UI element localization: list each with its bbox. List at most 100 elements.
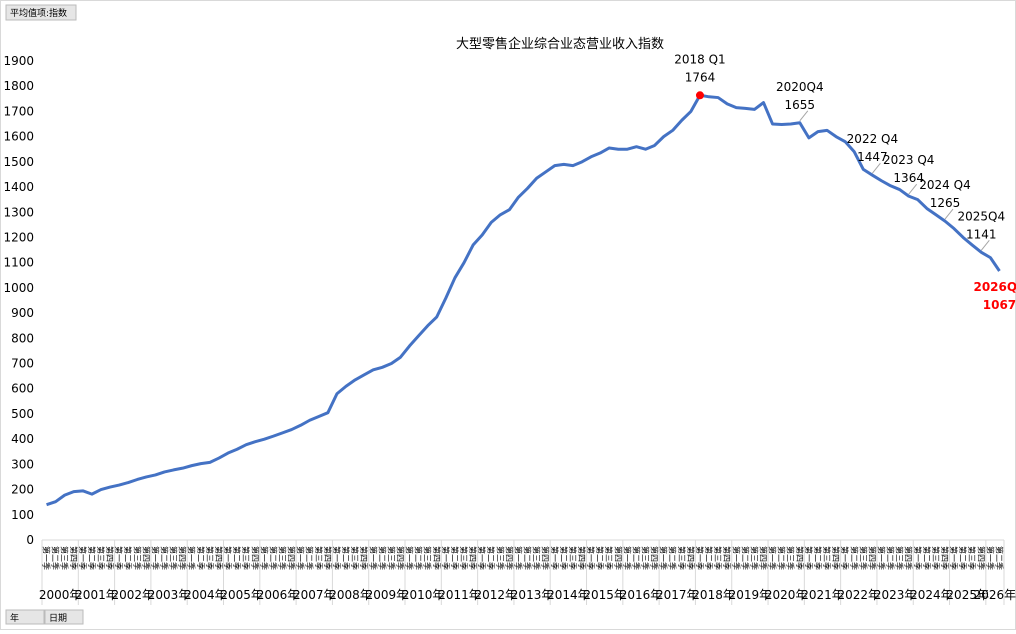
group-label: 2000年	[39, 588, 82, 602]
x-tick-label: 第四季	[940, 546, 950, 570]
annotation-value: 1655	[785, 98, 816, 112]
x-tick-label: 第三季	[205, 546, 215, 570]
x-tick-label: 第四季	[105, 546, 115, 570]
x-tick-label: 第二季	[631, 546, 641, 570]
x-tick-label: 第一季	[622, 546, 632, 570]
x-tick-label: 第四季	[287, 546, 297, 570]
x-tick-label: 第三季	[132, 546, 142, 570]
x-tick-label: 第四季	[504, 546, 514, 570]
filter-button[interactable]	[44, 609, 84, 625]
y-tick-label: 100	[11, 508, 34, 522]
group-label: 2004年	[184, 588, 227, 602]
x-tick-label: 第三季	[314, 546, 324, 570]
x-tick-label: 第四季	[613, 546, 623, 570]
x-tick-label: 第二季	[777, 546, 787, 570]
y-tick-label: 1300	[3, 205, 34, 219]
x-tick-label: 第二季	[486, 546, 496, 570]
x-tick-label: 第四季	[541, 546, 551, 570]
x-tick-label: 第一季	[259, 546, 269, 570]
x-tick-label: 第三季	[604, 546, 614, 570]
x-tick-label: 第二季	[160, 546, 170, 570]
x-tick-label: 第二季	[196, 546, 206, 570]
field-button-label: 平均值项:指数	[10, 7, 67, 19]
x-tick-label: 第一季	[695, 546, 705, 570]
x-tick-label: 第三季	[568, 546, 578, 570]
x-tick-label: 第二季	[341, 546, 351, 570]
x-tick-label: 第二季	[994, 546, 1004, 570]
group-label: 2010年	[402, 588, 445, 602]
x-tick-label: 第一季	[187, 546, 197, 570]
x-tick-label: 第一季	[985, 546, 995, 570]
x-tick-label: 第四季	[395, 546, 405, 570]
group-label: 2017年	[656, 588, 699, 602]
annotation-label: 2022 Q4	[847, 132, 898, 146]
y-tick-label: 400	[11, 432, 34, 446]
x-tick-label: 第三季	[495, 546, 505, 570]
group-label: 2012年	[475, 588, 518, 602]
x-tick-label: 第三季	[858, 546, 868, 570]
x-tick-label: 第四季	[722, 546, 732, 570]
group-label: 2022年	[838, 588, 881, 602]
group-label: 2003年	[148, 588, 191, 602]
x-tick-label: 第二季	[704, 546, 714, 570]
x-tick-label: 第一季	[840, 546, 850, 570]
group-label: 2011年	[438, 588, 481, 602]
filter-button-label: 日期	[49, 613, 67, 624]
y-tick-label: 700	[11, 357, 34, 371]
field-button[interactable]	[5, 4, 77, 21]
annotation-value: 1447	[857, 150, 888, 164]
x-tick-label: 第四季	[976, 546, 986, 570]
group-label: 2021年	[801, 588, 844, 602]
x-tick-label: 第一季	[913, 546, 923, 570]
x-tick-label: 第四季	[214, 546, 224, 570]
filter-button[interactable]	[5, 609, 45, 625]
x-tick-label: 第四季	[867, 546, 877, 570]
annotation-value: 1141	[966, 227, 997, 241]
data-line	[46, 93, 1001, 507]
x-tick-label: 第二季	[668, 546, 678, 570]
x-tick-label: 第二季	[849, 546, 859, 570]
filter-button-label: 年	[10, 612, 19, 624]
x-tick-label: 第四季	[359, 546, 369, 570]
x-tick-label: 第二季	[559, 546, 569, 570]
x-tick-label: 第三季	[967, 546, 977, 570]
x-tick-label: 第一季	[949, 546, 959, 570]
group-label: 2008年	[329, 588, 372, 602]
x-tick-label: 第四季	[178, 546, 188, 570]
group-label: 2006年	[257, 588, 300, 602]
group-label: 2025年	[946, 588, 989, 602]
x-tick-label: 第二季	[232, 546, 242, 570]
x-tick-label: 第二季	[813, 546, 823, 570]
y-tick-label: 1500	[3, 155, 34, 169]
x-tick-label: 第一季	[550, 546, 560, 570]
leader-line	[980, 240, 990, 251]
y-tick-label: 1900	[3, 54, 34, 68]
x-tick-label: 第二季	[523, 546, 533, 570]
x-tick-label: 第三季	[350, 546, 360, 570]
y-tick-label: 1600	[3, 130, 34, 144]
y-tick-label: 1200	[3, 230, 34, 244]
group-label: 2007年	[293, 588, 336, 602]
chart-title: 大型零售企业综合业态营业收入指数	[456, 36, 664, 52]
y-tick-label: 0	[26, 533, 34, 547]
x-tick-label: 第一季	[114, 546, 124, 570]
x-tick-label: 第三季	[386, 546, 396, 570]
leader-line	[908, 183, 918, 195]
annotation-marker	[695, 91, 704, 100]
x-tick-label: 第三季	[278, 546, 288, 570]
x-tick-label: 第三季	[60, 546, 70, 570]
annotation-label: 2020Q4	[776, 80, 824, 94]
group-label: 2013年	[511, 588, 554, 602]
x-tick-label: 第三季	[96, 546, 106, 570]
x-tick-label: 第四季	[904, 546, 914, 570]
x-tick-label: 第三季	[169, 546, 179, 570]
x-tick-label: 第四季	[432, 546, 442, 570]
x-tick-label: 第一季	[405, 546, 415, 570]
group-label: 2016年	[620, 588, 663, 602]
x-tick-label: 第一季	[586, 546, 596, 570]
x-tick-label: 第一季	[804, 546, 814, 570]
annotation-value: 1764	[685, 70, 716, 84]
x-tick-label: 第三季	[459, 546, 469, 570]
annotation-label: 2025Q4	[957, 209, 1005, 223]
